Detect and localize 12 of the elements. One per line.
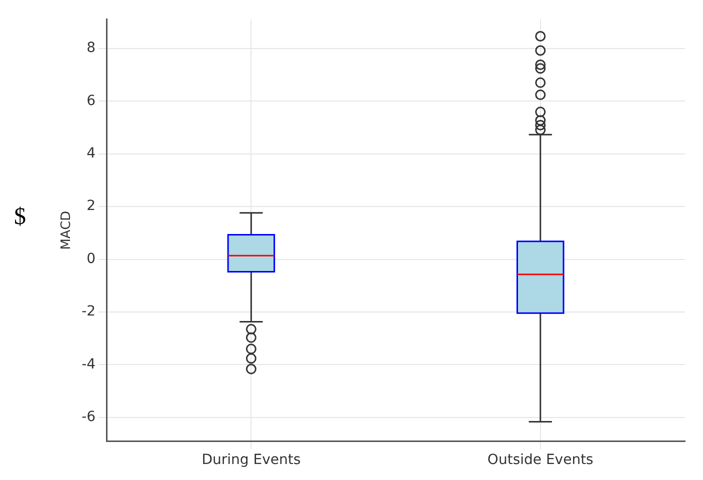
y-tick-label: 2 — [86, 198, 96, 214]
y-tick-label: 0 — [86, 250, 96, 267]
y-axis-title: MACD — [59, 210, 74, 250]
y-tick-label: -4 — [82, 356, 96, 372]
text: $ — [14, 204, 26, 231]
y-tick-label: 4 — [86, 145, 96, 162]
y-tick-label: 6 — [86, 92, 96, 109]
y-tick-label: 8 — [86, 40, 96, 56]
y-tick-label: -6 — [82, 409, 96, 426]
x-tick-label: Outside Events — [487, 452, 594, 468]
y-tick-label: -2 — [82, 304, 96, 320]
x-tick-label: During Events — [202, 452, 301, 468]
